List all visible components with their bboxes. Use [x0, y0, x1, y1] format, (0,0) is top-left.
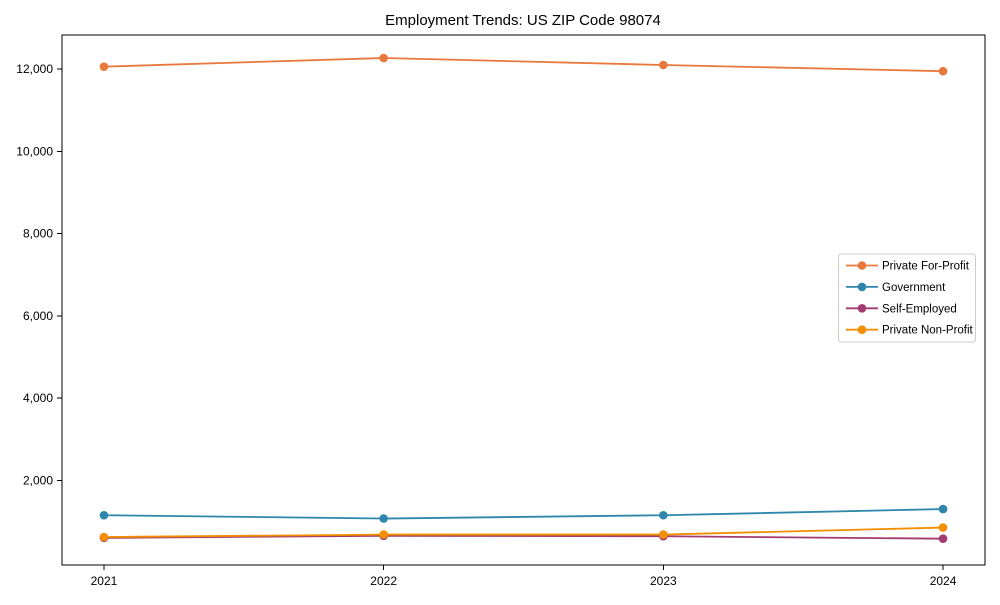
- data-point-private-for-profit-2021: [99, 62, 109, 71]
- data-point-self-employed-2024: [938, 534, 948, 543]
- series-line-private-non-profit: [103, 526, 944, 538]
- data-point-private-non-profit-2024: [938, 523, 948, 532]
- series-layer: [99, 53, 948, 543]
- data-point-private-for-profit-2024: [938, 66, 948, 76]
- legend-marker-private-non-profit: [857, 325, 867, 335]
- series-line-self-employed: [103, 534, 944, 540]
- chart-title: Employment Trends: US ZIP Code 98074: [385, 12, 661, 29]
- legend-marker-government: [857, 282, 867, 292]
- legend: Private For-Profit Government Self-Employe…: [838, 253, 976, 343]
- data-point-government-2024: [938, 504, 948, 514]
- data-point-private-non-profit-2021: [99, 532, 109, 542]
- y-tick-label: 6,000: [23, 309, 53, 323]
- legend-marker-private-for-profit: [857, 261, 867, 270]
- plot-border: [61, 34, 986, 566]
- x-tick-label: 2022: [370, 574, 397, 588]
- data-point-private-for-profit-2023: [659, 60, 668, 70]
- x-tick-label: 2021: [91, 574, 118, 588]
- y-tick-label: 8,000: [23, 227, 53, 241]
- legend-marker-self-employed: [857, 304, 867, 313]
- data-point-government-2023: [659, 510, 668, 520]
- legend-label-government: Government: [882, 282, 946, 294]
- data-point-private-for-profit-2022: [379, 53, 388, 63]
- y-tick-label: 2,000: [23, 473, 53, 487]
- y-tick-label: 10,000: [16, 144, 53, 158]
- legend-label-self-employed: Self-Employed: [882, 303, 957, 315]
- data-point-government-2021: [99, 510, 109, 520]
- data-point-private-non-profit-2023: [659, 530, 668, 539]
- series-line-government: [103, 508, 944, 520]
- y-tick-label: 12,000: [16, 62, 53, 76]
- axes-layer: 2,000 4,000 6,000 8,000 10,000 12,000 2021 2022…: [16, 34, 986, 588]
- data-point-government-2022: [379, 514, 388, 523]
- x-tick-label: 2024: [930, 574, 957, 588]
- legend-label-private-for-profit: Private For-Profit: [882, 261, 970, 273]
- x-tick-label: 2023: [650, 574, 677, 588]
- legend-box: [838, 253, 976, 343]
- legend-label-private-non-profit: Private Non-Profit: [882, 325, 974, 337]
- data-point-private-non-profit-2022: [379, 530, 388, 539]
- y-tick-label: 4,000: [23, 391, 53, 405]
- series-line-private-for-profit: [103, 57, 944, 73]
